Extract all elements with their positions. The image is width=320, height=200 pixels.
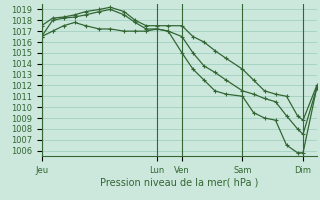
X-axis label: Pression niveau de la mer( hPa ): Pression niveau de la mer( hPa )	[100, 178, 258, 188]
